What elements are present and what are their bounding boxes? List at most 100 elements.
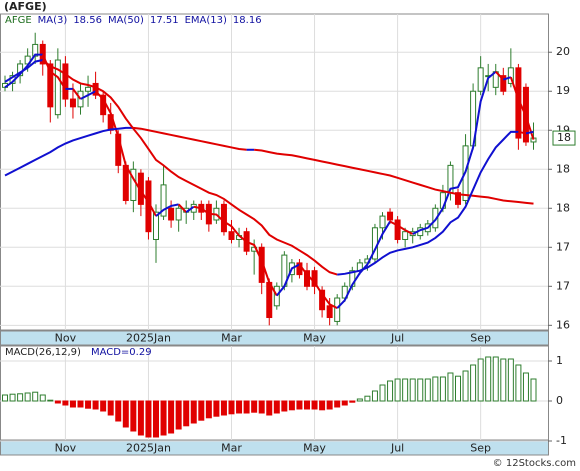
candle-body: [500, 75, 507, 92]
y-tick-label: 18: [556, 201, 570, 214]
footer: © 12Stocks.com: [493, 458, 576, 469]
x-tick-label: Sep: [470, 442, 491, 455]
macd-bar: [356, 398, 363, 402]
candle-body: [402, 231, 409, 240]
candle-body: [122, 164, 129, 201]
indicator-line: [4, 126, 134, 177]
y-tick-label: 16: [556, 318, 570, 331]
macd-bar: [115, 400, 122, 422]
candle-body: [326, 305, 333, 319]
x-tick-label: Nov: [55, 332, 77, 345]
macd-bar: [62, 400, 69, 406]
y-tick-label: 20: [556, 45, 570, 58]
candle-body: [455, 192, 461, 205]
candle-body: [47, 63, 54, 108]
macd-bar: [205, 400, 212, 419]
macd-bar: [485, 356, 492, 402]
macd-bar: [507, 358, 514, 402]
candle-body: [387, 211, 394, 221]
macd-bar: [364, 395, 371, 402]
legend-text: MA(50): [108, 15, 144, 26]
macd-bar: [92, 400, 99, 410]
candle-body: [153, 211, 159, 240]
indicator-line: [389, 220, 414, 235]
macd-bar: [85, 400, 92, 409]
macd-bar: [228, 400, 235, 415]
indicator-line: [185, 205, 195, 213]
macd-bar: [153, 400, 159, 438]
candle-body: [85, 86, 92, 92]
y-tick-label: 17: [556, 240, 570, 253]
macd-bar: [477, 358, 484, 402]
macd-bar: [9, 393, 16, 402]
legend-text: MA(3): [38, 15, 68, 26]
macd-bar: [281, 400, 288, 412]
macd-title: MACD(26,12,9): [5, 347, 81, 358]
macd-bar: [447, 372, 454, 402]
candle-body: [160, 184, 167, 217]
macd-bar: [394, 378, 401, 402]
macd-bar: [69, 400, 76, 408]
macd-bar: [515, 364, 522, 402]
macd-bar: [296, 400, 303, 410]
candle-body: [62, 63, 69, 100]
macd-bar: [32, 391, 39, 402]
x-axis-strip: [0, 330, 549, 346]
x-tick-label: Jul: [390, 332, 404, 345]
macd-bar: [470, 364, 477, 402]
y-tick-label: -1: [556, 434, 567, 447]
indicator-line: [518, 130, 527, 135]
indicator-line: [80, 90, 97, 100]
macd-bar: [522, 372, 529, 402]
legend-text: AFGE: [5, 15, 32, 26]
indicator-line: [509, 76, 535, 140]
candle-body: [477, 67, 484, 92]
macd-bar: [304, 400, 310, 410]
macd-bar: [24, 392, 31, 402]
indicator-line: [276, 263, 300, 297]
macd-bar: [266, 400, 273, 416]
y-tick-label: 1: [556, 354, 563, 367]
candle-body: [69, 98, 76, 108]
indicator-line: [254, 148, 534, 205]
macd-bar: [530, 378, 537, 402]
macd-bar: [349, 400, 356, 403]
macd-bar: [379, 384, 386, 402]
macd-bar: [198, 400, 205, 421]
panel-frame: [0, 13, 549, 331]
candle-body: [334, 297, 341, 322]
macd-bar: [175, 400, 182, 430]
x-tick-label: Mar: [221, 442, 242, 455]
macd-bar: [2, 394, 8, 402]
candle-body: [168, 207, 175, 221]
x-tick-label: 2025Jan: [126, 442, 171, 455]
macd-bar: [387, 380, 394, 402]
macd-bar: [236, 400, 243, 414]
macd-bar: [137, 400, 144, 436]
macd-bar: [288, 400, 295, 411]
legend-text: 18.16: [233, 15, 262, 26]
macd-bar: [334, 400, 341, 408]
x-tick-label: Nov: [55, 442, 77, 455]
legend-text: 18.56: [73, 15, 102, 26]
macd-bar: [439, 376, 446, 402]
macd-bar: [326, 400, 333, 410]
macd-bar: [402, 378, 409, 402]
macd-bar: [409, 378, 416, 402]
indicator-line: [42, 59, 338, 276]
panel-frame: [0, 345, 549, 441]
chart-title: (AFGE): [4, 0, 47, 13]
indicator-line: [298, 263, 338, 310]
macd-bar: [341, 400, 348, 406]
candle-body: [266, 281, 273, 319]
candle-body: [507, 67, 514, 84]
macd-bar: [424, 378, 431, 402]
macd-bar: [455, 375, 461, 402]
macd-bar: [54, 400, 61, 404]
macd-bar: [190, 400, 197, 424]
indicator-line: [177, 203, 187, 213]
candle-body: [341, 285, 348, 299]
macd-bar: [243, 400, 250, 414]
x-tick-label: May: [303, 332, 326, 345]
